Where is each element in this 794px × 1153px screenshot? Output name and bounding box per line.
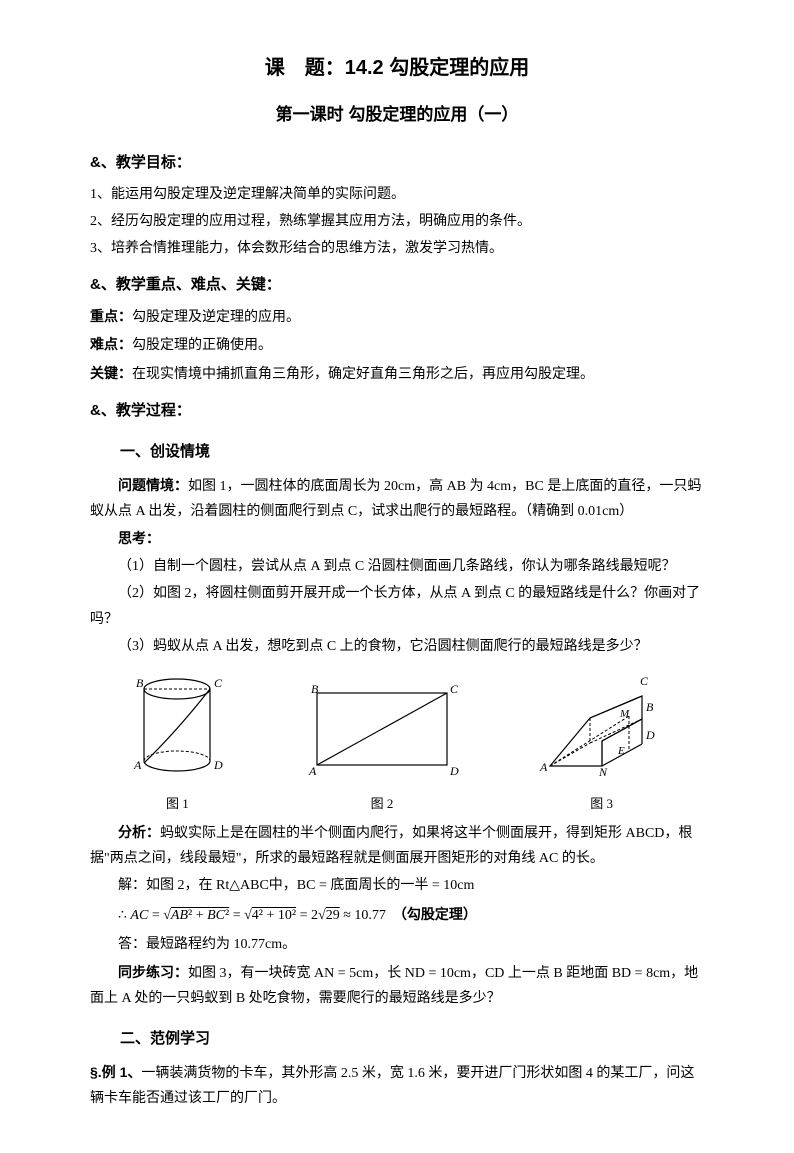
cylinder-diagram: B C A D [122, 671, 232, 781]
svg-text:C: C [640, 674, 649, 688]
key-label: 重点： [90, 308, 132, 324]
subsection-2: 二、范例学习 [90, 1025, 704, 1052]
formula: ∴ AC = √AB² + BC² = √4² + 10² = 2√29 ≈ 1… [90, 902, 704, 928]
thinking-item: （1）自制一个圆柱，尝试从点 A 到点 C 沿圆柱侧面画几条路线，你认为哪条路线… [90, 554, 704, 579]
key-label: 关键： [90, 365, 132, 381]
svg-text:D: D [449, 764, 459, 778]
figure-caption: 图 2 [297, 792, 467, 815]
solution-line: 解：如图 2，在 Rt△ABC中，BC = 底面周长的一半 = 10cm [90, 873, 704, 898]
svg-text:D: D [645, 728, 655, 742]
analysis: 分析：蚂蚁实际上是在圆柱的半个侧面内爬行，如果将这半个侧面展开，得到矩形 ABC… [90, 820, 704, 871]
analysis-text: 蚂蚁实际上是在圆柱的半个侧面内爬行，如果将这半个侧面展开，得到矩形 ABCD，根… [90, 826, 692, 866]
key-point: 关键：在现实情境中捕抓直角三角形，确定好直角三角形之后，再应用勾股定理。 [90, 361, 704, 387]
key-point: 重点：勾股定理及逆定理的应用。 [90, 304, 704, 330]
box-diagram: A B C D M E N [532, 671, 672, 781]
example-text: 一辆装满货物的卡车，其外形高 2.5 米，宽 1.6 米，要开进厂门形状如图 4… [90, 1066, 694, 1106]
svg-text:B: B [646, 700, 654, 714]
key-text: 勾股定理的正确使用。 [132, 338, 272, 353]
svg-text:A: A [133, 758, 142, 772]
objective-item: 3、培养合情推理能力，体会数形结合的思维方法，激发学习热情。 [90, 236, 704, 261]
rectangle-diagram: B C A D [297, 681, 467, 781]
main-title: 课 题：14.2 勾股定理的应用 [90, 50, 704, 86]
sync-practice: 同步练习：如图 3，有一块砖宽 AN = 5cm，长 ND = 10cm，CD … [90, 960, 704, 1011]
scenario-label: 问题情境： [118, 477, 188, 493]
figure-3: A B C D M E N 图 3 [532, 671, 672, 816]
svg-text:B: B [311, 682, 319, 696]
key-text: 在现实情境中捕抓直角三角形，确定好直角三角形之后，再应用勾股定理。 [132, 367, 594, 382]
svg-text:D: D [213, 758, 223, 772]
svg-text:M: M [619, 708, 630, 720]
thinking-item: （3）蚂蚁从点 A 出发，想吃到点 C 上的食物，它沿圆柱侧面爬行的最短路线是多… [90, 634, 704, 659]
thinking-label: 思考： [90, 526, 704, 552]
section-process: &、教学过程： [90, 397, 704, 424]
svg-text:A: A [539, 760, 548, 774]
example-1: §.例 1、一辆装满货物的卡车，其外形高 2.5 米，宽 1.6 米，要开进厂门… [90, 1060, 704, 1111]
key-point: 难点：勾股定理的正确使用。 [90, 332, 704, 358]
figure-caption: 图 1 [122, 792, 232, 815]
svg-text:A: A [308, 764, 317, 778]
objective-item: 1、能运用勾股定理及逆定理解决简单的实际问题。 [90, 182, 704, 207]
thinking-item: （2）如图 2，将圆柱侧面剪开展开成一个长方体，从点 A 到点 C 的最短路线是… [90, 581, 704, 631]
section-keys: &、教学重点、难点、关键： [90, 271, 704, 298]
svg-text:N: N [598, 765, 608, 779]
practice-label: 同步练习： [118, 964, 188, 980]
key-label: 难点： [90, 336, 132, 352]
objective-item: 2、经历勾股定理的应用过程，熟练掌握其应用方法，明确应用的条件。 [90, 209, 704, 234]
subsection-1: 一、创设情境 [90, 438, 704, 465]
section-objectives: &、教学目标： [90, 149, 704, 176]
key-text: 勾股定理及逆定理的应用。 [132, 310, 300, 325]
answer-line: 答：最短路程约为 10.77cm。 [90, 932, 704, 957]
figure-caption: 图 3 [532, 792, 672, 815]
svg-text:C: C [450, 682, 459, 696]
svg-text:C: C [214, 676, 223, 690]
example-label: §.例 1、 [90, 1064, 141, 1080]
figure-row: B C A D 图 1 B C A D 图 2 [90, 671, 704, 816]
sub-title: 第一课时 勾股定理的应用（一） [90, 100, 704, 131]
figure-2: B C A D 图 2 [297, 681, 467, 816]
problem-scenario: 问题情境：如图 1，一圆柱体的底面周长为 20cm，高 AB 为 4cm，BC … [90, 473, 704, 524]
svg-text:B: B [136, 676, 144, 690]
analysis-label: 分析： [118, 824, 160, 840]
figure-1: B C A D 图 1 [122, 671, 232, 816]
svg-text:E: E [617, 745, 625, 757]
